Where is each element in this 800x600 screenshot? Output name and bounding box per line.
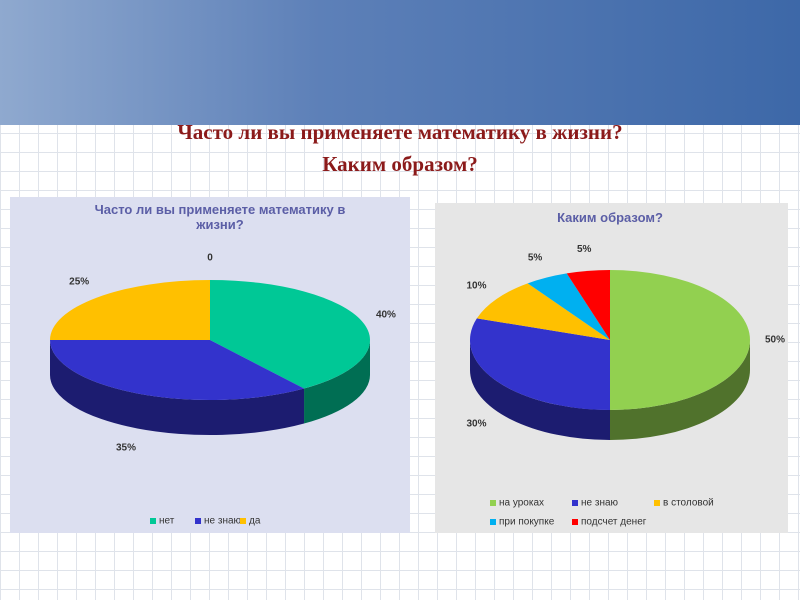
data-label: 50% — [765, 335, 785, 346]
legend-label: в столовой — [663, 498, 714, 509]
legend-swatch — [572, 500, 578, 506]
slice — [610, 270, 750, 410]
slide-title: Каким образом? — [322, 152, 478, 176]
legend-label: при покупке — [499, 517, 555, 528]
legend-swatch — [490, 519, 496, 525]
slice — [476, 283, 610, 340]
legend-swatch — [654, 500, 660, 506]
slice-side — [610, 340, 750, 440]
legend-swatch — [490, 500, 496, 506]
slice-side — [470, 340, 610, 440]
banner — [0, 0, 800, 125]
slice — [566, 270, 610, 340]
legend-label: не знаю — [581, 498, 619, 509]
legend-label: нет — [159, 516, 175, 527]
chart-title: Каким образом? — [557, 210, 663, 225]
legend-label: да — [249, 516, 261, 527]
legend-swatch — [240, 518, 246, 524]
data-label: 10% — [467, 281, 487, 292]
slice — [50, 340, 305, 401]
slice-side — [304, 340, 370, 424]
legend-swatch — [195, 518, 201, 524]
slice — [470, 318, 610, 410]
slice — [50, 280, 210, 340]
legend-label: подсчет денег — [581, 517, 647, 528]
data-label: 40% — [376, 309, 396, 320]
legend-swatch — [572, 519, 578, 525]
data-label: 0 — [207, 253, 213, 264]
slide-title: Часто ли вы применяете математику в жизн… — [177, 120, 623, 144]
legend-label: не знаю — [204, 516, 242, 527]
data-label: 5% — [528, 253, 543, 264]
data-label: 25% — [69, 277, 89, 288]
legend-swatch — [150, 518, 156, 524]
slice — [527, 273, 610, 340]
data-label: 35% — [116, 443, 136, 454]
legend-label: на уроках — [499, 498, 544, 509]
data-label: 5% — [577, 244, 592, 255]
data-label: 30% — [467, 419, 487, 430]
slice — [210, 280, 371, 389]
chart-title: Часто ли вы применяете математику в жизн… — [94, 202, 346, 232]
slice-side — [50, 340, 305, 436]
